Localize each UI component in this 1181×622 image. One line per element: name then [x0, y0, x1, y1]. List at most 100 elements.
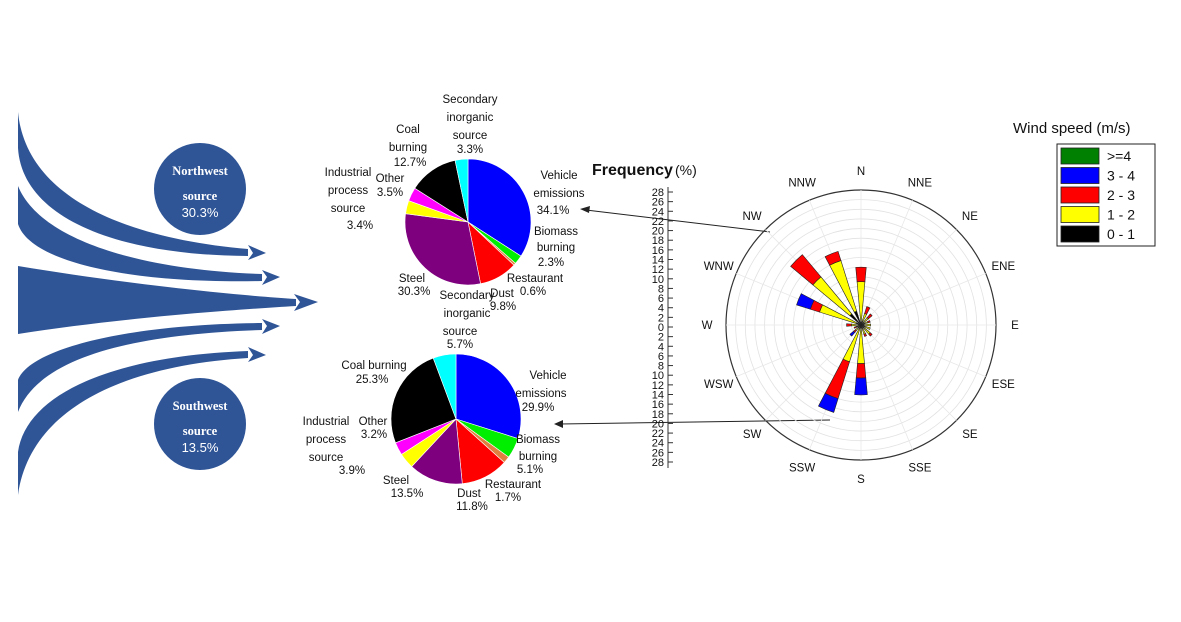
rose-petal-wnw-band-3	[796, 293, 815, 310]
rose-direction-e: E	[1011, 320, 1019, 332]
pie2-label-biomass-1: Biomass	[516, 434, 560, 446]
frequency-tick-label: 2	[658, 312, 664, 324]
frequency-tick-label: 6	[658, 351, 664, 363]
rose-direction-ssw: SSW	[789, 462, 815, 474]
rose-direction-nw: NW	[743, 211, 762, 223]
frequency-tick-label: 24	[652, 438, 664, 450]
rose-petal-ssw-band-3	[818, 392, 839, 413]
connector-northwest-arrowhead	[580, 206, 590, 213]
frequency-tick-label: 8	[658, 361, 664, 373]
pie1-label-restaurant-2: 0.6%	[520, 286, 546, 298]
pie1-label-biomass-3: 2.3%	[538, 257, 564, 269]
pie1-slice-secondary-inorganic-source	[454, 158, 469, 223]
airflow-arrow-4	[18, 323, 262, 412]
frequency-tick-label: 12	[652, 264, 664, 276]
frequency-tick-label: 4	[658, 341, 664, 353]
rose-petal-nw-band-2	[790, 254, 822, 286]
northwest-pie-labels: Secondary inorganic source 3.3% Coal bur…	[325, 94, 585, 313]
pie2-label-vehicle-2: emissions	[515, 388, 566, 400]
frequency-tick-label: 20	[652, 226, 664, 238]
frequency-tick-label: 16	[652, 399, 664, 411]
pie1-label-other-2: 3.5%	[377, 187, 403, 199]
connector-arrows	[554, 206, 831, 428]
pie2-label-industrial-1: Industrial	[303, 416, 350, 428]
southwest-pie-chart	[390, 353, 522, 485]
pie1-label-biomass-2: burning	[537, 242, 575, 254]
frequency-tick-label: 4	[658, 303, 664, 315]
frequency-tick-label: 6	[658, 293, 664, 305]
airflow-arrowhead-1	[248, 245, 266, 260]
wind-rose: N NNE NE ENE E ESE SE SSE S SSW SW WSW W WNW NW NNW	[702, 166, 1020, 486]
rose-spoke	[860, 324, 957, 421]
legend-swatch	[1060, 167, 1100, 184]
airflow-arrow-3	[18, 266, 296, 334]
rose-direction-w: W	[702, 320, 713, 332]
connector-southwest-arrowhead	[554, 420, 563, 428]
airflow-arrow-5	[18, 351, 248, 495]
rose-direction-sse: SSE	[908, 462, 931, 474]
pie1-label-coal-1: Coal	[396, 124, 420, 136]
pie1-label-restaurant-1: Restaurant	[507, 273, 564, 285]
pie2-label-restaurant-1: Restaurant	[485, 479, 542, 491]
frequency-tick-label: 12	[652, 380, 664, 392]
frequency-tick-label: 24	[652, 206, 664, 218]
southwest-source-badge: Southwest source 13.5%	[154, 378, 246, 470]
rose-petal-sw-band-3	[849, 330, 856, 337]
frequency-tick-label: 26	[652, 447, 664, 459]
frequency-tick-label: 28	[652, 457, 664, 469]
pie1-label-secondary-2: inorganic	[447, 112, 494, 124]
legend-swatch	[1060, 225, 1100, 243]
pie1-label-industrial-2: process	[328, 185, 369, 197]
pie2-label-secondary-1: Secondary	[440, 290, 495, 302]
pie1-label-vehicle-3: 34.1%	[537, 205, 570, 217]
legend-items: >=4 3 - 4 2 - 3 1 - 2 0 - 1	[1060, 147, 1135, 243]
rose-petal-w-band-2	[846, 323, 852, 327]
pie2-label-secondary-4: 5.7%	[447, 339, 473, 351]
southwest-pie-labels: Secondary inorganic source 5.7% Coal bur…	[303, 290, 567, 513]
rose-spoke	[860, 272, 986, 326]
northwest-source-title: Northwest	[172, 164, 228, 178]
rose-direction-nne: NNE	[908, 178, 933, 190]
pie2-label-other-1: Other	[359, 416, 388, 428]
pie1-label-coal-2: burning	[389, 142, 427, 154]
pie1-slice-steel	[404, 213, 481, 286]
legend-label: 0 - 1	[1107, 226, 1135, 242]
pie1-label-biomass-1: Biomass	[534, 226, 578, 238]
rose-petal-ssw-band-1	[842, 326, 861, 363]
pie2-label-steel-2: 13.5%	[391, 488, 424, 500]
rose-direction-s: S	[857, 474, 865, 486]
frequency-tick-label: 8	[658, 283, 664, 295]
pie2-label-secondary-3: source	[443, 326, 478, 338]
rose-spoke	[860, 324, 986, 378]
rose-spoke	[765, 324, 862, 421]
pie1-label-industrial-4: 3.4%	[347, 220, 373, 232]
airflow-arrows	[18, 112, 318, 495]
wind-speed-legend: Wind speed (m/s) >=4 3 - 4 2 - 3 1 - 2 0 - 1	[1013, 120, 1156, 247]
rose-petal-se-band-2	[868, 332, 873, 337]
rose-spoke	[736, 324, 862, 378]
pie1-label-vehicle-2: emissions	[533, 188, 584, 200]
pie2-label-secondary-2: inorganic	[444, 308, 491, 320]
pie1-label-secondary-4: 3.3%	[457, 144, 483, 156]
pie1-label-vehicle-1: Vehicle	[540, 170, 577, 182]
pie2-slice-coal-burning	[390, 357, 457, 444]
rose-direction-ese: ESE	[992, 379, 1015, 391]
northwest-source-subtitle: source	[183, 189, 218, 203]
frequency-tick-label: 22	[652, 428, 664, 440]
pie1-label-secondary-1: Secondary	[443, 94, 498, 106]
pie2-label-dust-1: Dust	[457, 488, 481, 500]
pie1-label-coal-3: 12.7%	[394, 157, 427, 169]
airflow-arrowhead-5	[248, 347, 266, 362]
southwest-source-circle	[154, 378, 246, 470]
rose-petal-e-band-1	[862, 323, 871, 327]
connector-southwest-line	[559, 419, 831, 425]
frequency-axis: Frequency (%) 28262422201816141210864202…	[592, 162, 697, 469]
rose-petal-s-band-2	[855, 363, 867, 379]
frequency-tick-label: 0	[658, 322, 664, 334]
pie1-label-dust-1: Dust	[490, 288, 514, 300]
pie2-label-biomass-2: burning	[519, 451, 557, 463]
southwest-source-value: 13.5%	[182, 440, 219, 455]
connector-northwest-line	[585, 209, 771, 233]
frequency-tick-label: 18	[652, 235, 664, 247]
